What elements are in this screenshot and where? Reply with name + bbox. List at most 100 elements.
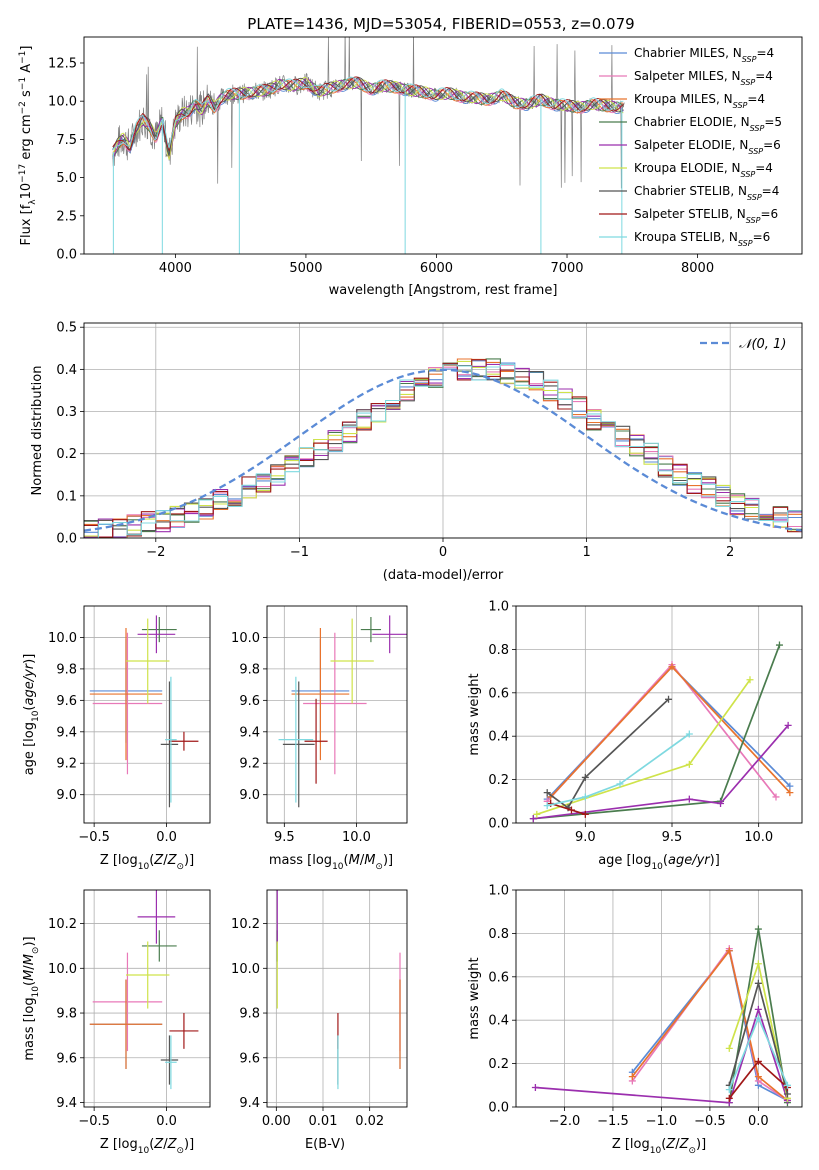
label-part: M [22,970,37,981]
legend-text: Salpeter STELIB, N [634,207,746,221]
model-spectrum-kroupa_stelib [112,76,624,150]
label-part: Z [log [100,853,138,868]
y-tick-label: 12.5 [48,56,77,71]
y-tick-label: 9.0 [56,788,77,803]
y-tick-label: 9.4 [239,725,260,740]
legend-text: Chabrier MILES, N [634,46,742,60]
label-part: ⊙ [176,862,184,872]
legend-text: Kroupa STELIB, N [634,230,738,244]
x-axis-label: (data-model)/error [383,568,504,583]
y-tick-label: 0.2 [488,773,509,788]
x-tick-label: 0 [439,545,447,560]
legend-label-kroupa_miles: Kroupa MILES, NSSP=4 [634,92,765,110]
legend-tail: =5 [764,115,782,129]
weight-point-salpeter_stelib [754,1057,762,1065]
y-tick-label: 9.6 [56,694,77,709]
x-tick-label: 0.0 [156,830,177,845]
label-part: −17 [18,164,28,183]
x-tick-label: −1 [290,545,309,560]
label-part: / [360,853,365,868]
y-tick-label: 9.0 [239,788,260,803]
label-part: age [log [598,853,651,868]
legend-sub: SSP [750,124,765,133]
x-tick-label: −0.5 [78,830,110,845]
label-part: / [163,1137,168,1152]
y-tick-label: 10.2 [231,917,260,932]
y-tick-label: 0.0 [56,248,77,263]
x-tick-label: 9.5 [274,830,295,845]
y-axis-label: mass weight [467,957,482,1039]
weight-point-kroupa_miles [786,789,794,797]
label-part: 10 [332,862,344,872]
label-part: ⊙ [31,947,41,955]
y-tick-label: 10.0 [48,962,77,977]
plot-area [84,890,210,1107]
label-part: ] [19,46,34,51]
weight-point-salpeter_elodie [717,799,725,807]
label-part: M [22,954,37,965]
y-tick-label: 9.6 [56,1051,77,1066]
y-axis-label: mass weight [467,673,482,755]
y-tick-label: 0.4 [488,1014,509,1029]
gaussian-curve [84,368,802,532]
label-part: ( [149,1137,154,1152]
panel-weight_vs_age: 9.0 9.5 10.0 0.0 0.2 0.4 0.6 0.8 1.0 mass weight a… [467,600,803,872]
legend-tail: =4 [762,184,780,198]
weight-point-salpeter_elodie [784,721,792,729]
weight-point-kroupa_stelib [581,793,589,801]
weight-point-chabrier_stelib [665,695,673,703]
y-tick-label: 0.6 [488,686,509,701]
label-part: ( [661,1137,666,1152]
legend-sub: SSP [746,216,761,225]
plot-area [516,890,802,1107]
legend-sub: SSP [733,101,748,110]
weight-point-chabrier_stelib [783,1090,791,1098]
x-tick-label: 8000 [681,261,714,276]
label-part: 10 [138,1146,150,1156]
y-tick-label: 0.6 [488,970,509,985]
y-axis-label: Flux [fλ10−17 erg cm−2 s−1 A−1] [18,46,38,246]
x-tick-label: 9.5 [662,830,683,845]
label-part: / [675,1137,680,1152]
label-part: / [163,853,168,868]
legend-label-chabrier_miles: Chabrier MILES, NSSP=4 [634,46,774,64]
label-part: M [364,853,375,868]
y-tick-label: 9.8 [56,662,77,677]
axis-label: Z [log10(Z/Z⊙)] [100,853,194,872]
weight-point-salpeter_elodie [754,1005,762,1013]
plot-area [112,37,625,254]
x-tick-label: −2 [146,545,165,560]
label-part: 10 [138,862,150,872]
label-part: )] [710,853,720,868]
spectrum-title: PLATE=1436, MJD=53054, FIBERID=0553, z=0… [247,15,634,33]
weight-point-salpeter_elodie [529,815,537,823]
weight-point-kroupa_elodie [685,760,693,768]
x-axis-label: E(B-V) [305,1137,345,1152]
weight-point-chabrier_elodie [775,641,783,649]
legend-label-salpeter_miles: Salpeter MILES, NSSP=4 [634,69,773,87]
y-tick-label: 9.6 [239,694,260,709]
legend-sub: SSP [741,170,756,179]
label-part: mass [log [269,853,332,868]
y-tick-label: 0.2 [488,1057,509,1072]
axes-frame [83,605,211,824]
label-part: s [19,90,34,101]
label-part: ( [22,706,37,711]
legend-text: Salpeter ELODIE, N [634,138,748,152]
x-tick-label: −0.5 [78,1114,110,1129]
y-tick-label: 0.2 [56,447,77,462]
x-tick-label: −1.5 [597,1114,629,1129]
label-part: ( [344,853,349,868]
weight-point-kroupa_miles [754,1073,762,1081]
label-part: ( [663,853,668,868]
panel-residuals: −2 −1 0 1 2 0.0 0.1 0.2 0.3 0.4 0.5 𝒩(0, 1) (data-mo… [30,321,803,583]
y-tick-label: 9.8 [239,662,260,677]
y-tick-label: 7.5 [56,133,77,148]
y-tick-label: 9.4 [56,1096,77,1111]
axes-frame [83,36,803,255]
legend-sub: SSP [748,147,763,156]
model-spectrum-kroupa_miles [112,78,624,153]
legend-label-kroupa_elodie: Kroupa ELODIE, NSSP=4 [634,161,773,179]
axis-label: mass [log10(M/M⊙)] [22,936,41,1060]
label-part: M [349,853,360,868]
